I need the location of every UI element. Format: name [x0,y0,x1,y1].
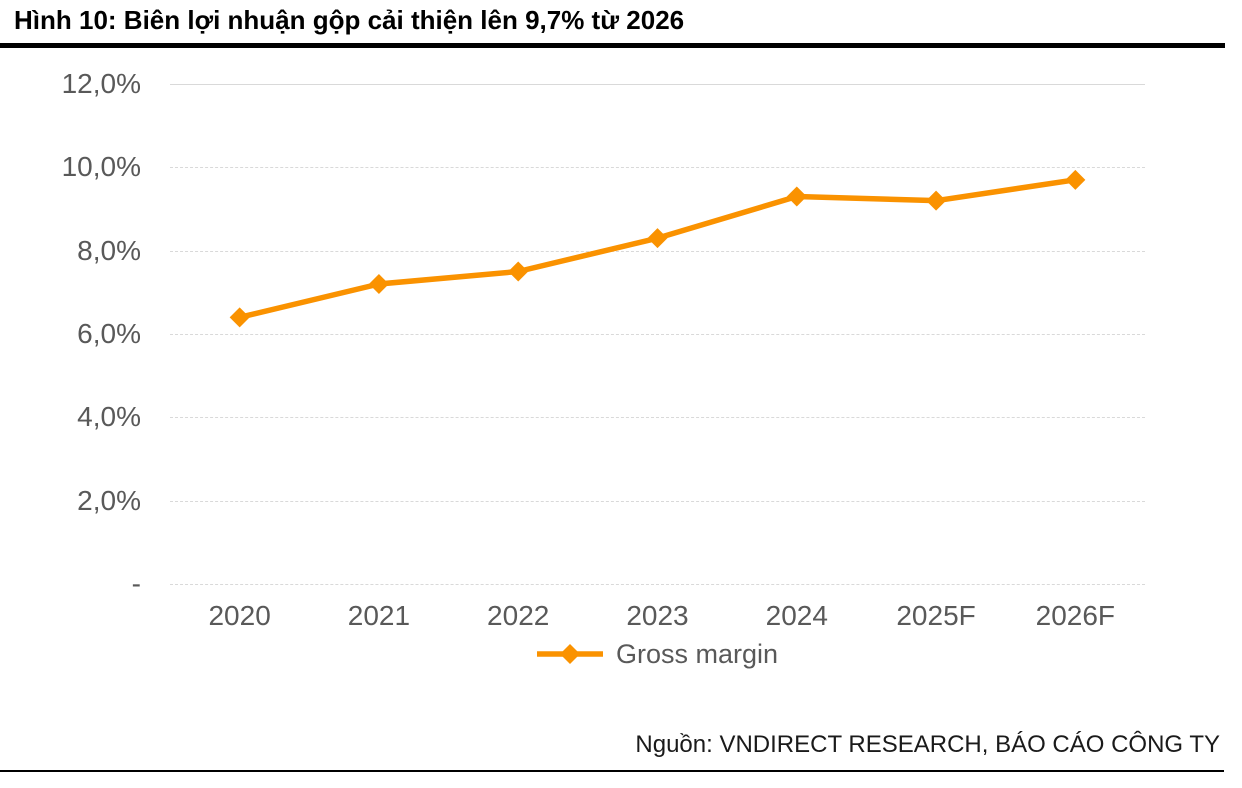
chart-legend: Gross margin [170,634,1145,674]
data-point-marker [508,261,529,282]
x-axis-tick-label: 2023 [626,600,689,631]
gridline [170,500,1145,502]
data-point-marker [1065,169,1086,190]
data-point-marker [368,274,389,294]
y-axis-tick-label: 4,0% [77,401,141,433]
data-point-marker [786,186,807,207]
x-axis-tick-label: 2022 [487,600,550,631]
x-axis-tick-label: 2026F [1035,600,1116,631]
plot-area [170,84,1145,584]
legend-series-marker-icon [536,644,603,664]
gridline [170,334,1145,335]
x-axis-tick-label: 2024 [765,600,828,631]
y-axis-tick-label: - [131,568,141,599]
data-point-marker [229,307,250,328]
data-point-marker [647,228,668,249]
figure-title: Hình 10: Biên lợi nhuận gộp cải thiện lê… [14,5,685,35]
x-axis-tick-label: 2025F [896,600,976,631]
gridline [170,250,1145,252]
y-axis-tick-label: 10,0% [61,151,141,183]
footer-rule [0,770,1224,772]
legend-series-label: Gross margin [615,638,779,669]
gross-margin-line-chart [229,169,1086,328]
gridline [170,167,1145,169]
y-axis-tick-label: 12,0% [61,68,141,99]
title-divider-rule [0,43,1225,48]
source-attribution: Nguồn: VNDIRECT RESEARCH, BÁO CÁO CÔNG T… [635,731,1220,758]
x-axis-tick-label: 2021 [347,600,411,631]
gridline [170,584,1145,585]
x-axis-tick-label: 2020 [208,600,271,631]
y-axis-tick-label: 6,0% [77,318,141,349]
series-line [236,177,1079,321]
y-axis-tick-label: 8,0% [77,234,141,266]
gridline [170,417,1145,419]
legend-diamond-icon [559,644,580,664]
gridline [170,84,1145,85]
y-axis-tick-label: 2,0% [77,484,141,516]
data-point-marker [926,190,947,211]
